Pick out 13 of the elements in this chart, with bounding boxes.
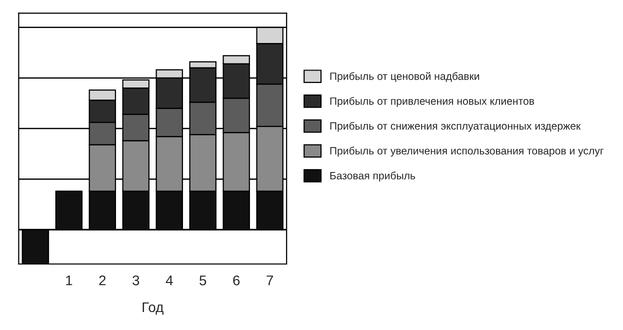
x-axis-title: Год — [142, 302, 164, 315]
x-tick-label: 1 — [66, 276, 72, 286]
x-tick-label: 4 — [166, 276, 173, 286]
legend-label: Прибыль от снижения эксплуатационных издержек — [330, 122, 581, 132]
legend-label: Прибыль от ценовой надбавки — [330, 72, 480, 82]
x-tick-label: 7 — [266, 276, 273, 286]
legend-label: Базовая прибыль — [330, 172, 416, 182]
legend-label: Прибыль от увеличения использования товаров и услуг — [330, 146, 604, 157]
x-tick-label: 6 — [233, 275, 240, 286]
x-tick-label: 3 — [132, 275, 140, 286]
legend-label: Прибыль от привлечения новых клиентов — [330, 96, 534, 107]
x-tick-label: 2 — [99, 275, 106, 286]
x-tick-label: 5 — [200, 276, 206, 286]
